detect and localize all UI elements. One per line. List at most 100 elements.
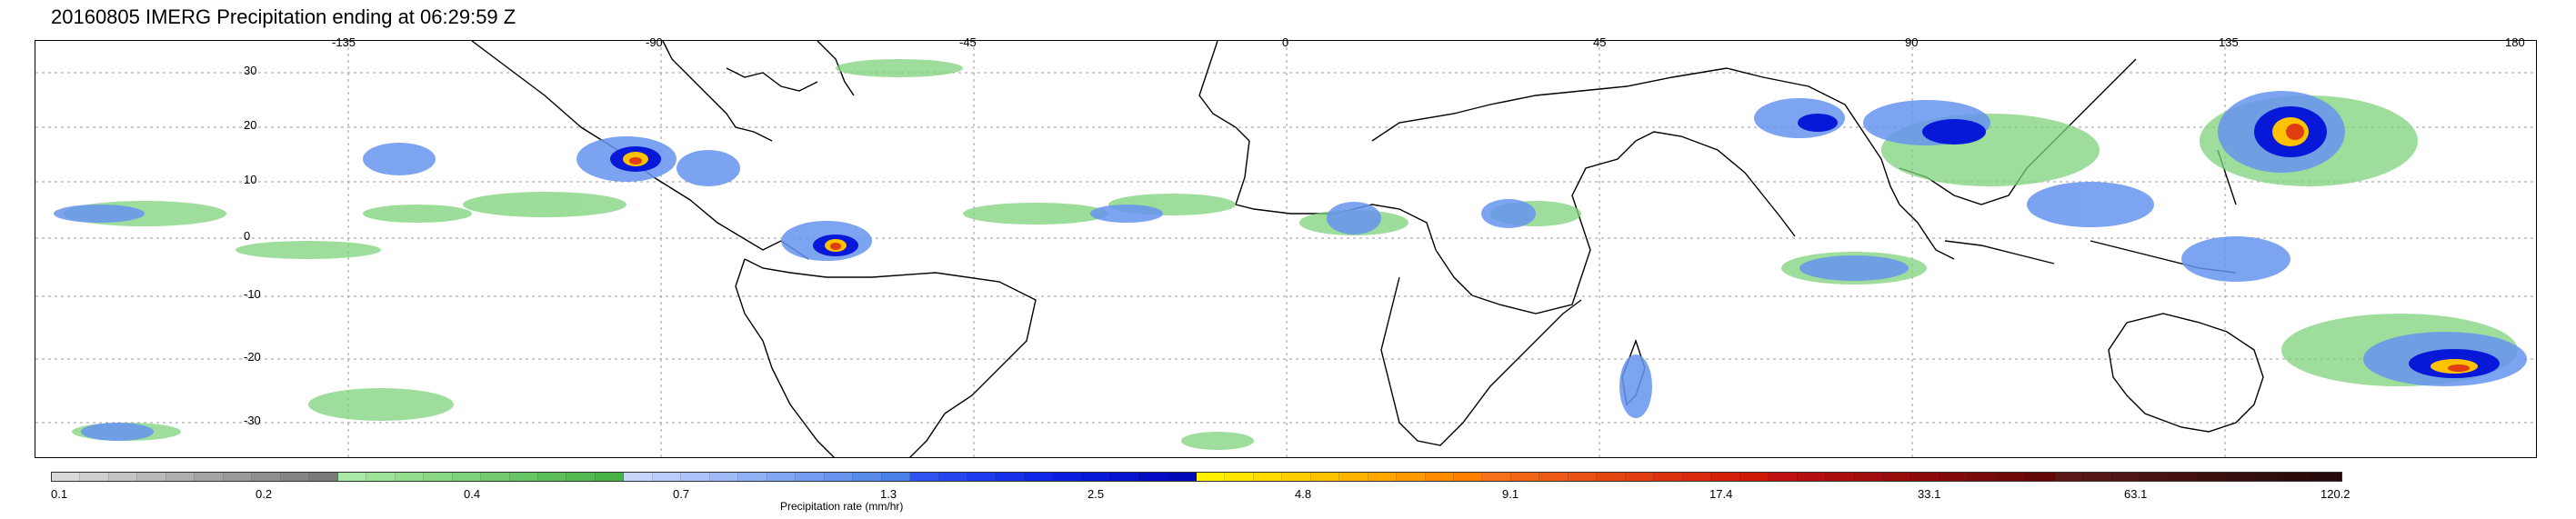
- colorbar-segment: [424, 473, 453, 481]
- lon-label: -45: [959, 35, 977, 49]
- lon-label: -135: [332, 35, 356, 49]
- colorbar-segment: [824, 473, 854, 481]
- colorbar-segment: [1911, 473, 1940, 481]
- precipitation-map: [35, 40, 2537, 458]
- colorbar-segment: [996, 473, 1025, 481]
- colorbar-segment: [681, 473, 710, 481]
- colorbar-segment: [1339, 473, 1368, 481]
- colorbar-segment: [652, 473, 682, 481]
- colorbar-segment: [1397, 473, 1426, 481]
- colorbar-tick-label: 120.2: [2320, 487, 2350, 501]
- colorbar-segment: [1253, 473, 1283, 481]
- colorbar-segment: [1310, 473, 1340, 481]
- colorbar-tick-label: 0.2: [256, 487, 273, 501]
- precipitation-colorbar: [51, 472, 2342, 482]
- colorbar-segment: [938, 473, 967, 481]
- colorbar-segment: [280, 473, 310, 481]
- colorbar-segment: [853, 473, 882, 481]
- colorbar-segment: [738, 473, 767, 481]
- colorbar-segment: [1997, 473, 2027, 481]
- colorbar-segment: [1568, 473, 1598, 481]
- colorbar-segment: [1482, 473, 1511, 481]
- colorbar-tick-label: 0.1: [51, 487, 68, 501]
- colorbar-segment: [1368, 473, 1398, 481]
- colorbar-segment: [1854, 473, 1883, 481]
- colorbar-segment: [2111, 473, 2141, 481]
- colorbar-tick-label: 17.4: [1709, 487, 1733, 501]
- colorbar-segment: [1682, 473, 1712, 481]
- colorbar-segment: [1168, 473, 1197, 481]
- colorbar-segment: [1625, 473, 1655, 481]
- colorbar-segment: [165, 473, 195, 481]
- colorbar-segment: [1539, 473, 1569, 481]
- colorbar-segment: [1225, 473, 1254, 481]
- colorbar-tick-label: 0.7: [673, 487, 690, 501]
- colorbar-segment: [537, 473, 567, 481]
- colorbar-segment: [2140, 473, 2170, 481]
- colorbar-tick-label: 63.1: [2124, 487, 2148, 501]
- lat-label: -10: [244, 287, 261, 301]
- colorbar-segment: [337, 473, 367, 481]
- colorbar-segment: [2026, 473, 2055, 481]
- colorbar-segment: [452, 473, 482, 481]
- colorbar-segment: [1797, 473, 1827, 481]
- colorbar-segment: [1940, 473, 1970, 481]
- colorbar-segment: [1081, 473, 1111, 481]
- colorbar-segment: [1453, 473, 1483, 481]
- colorbar-segment: [80, 473, 109, 481]
- colorbar-segment: [137, 473, 166, 481]
- colorbar-tick-label: 9.1: [1502, 487, 1519, 501]
- lon-label: 180: [2505, 35, 2525, 49]
- colorbar-segment: [2198, 473, 2227, 481]
- colorbar-segment: [1711, 473, 1740, 481]
- colorbar-segment: [2054, 473, 2084, 481]
- colorbar-tick-label: 1.3: [880, 487, 897, 501]
- colorbar-segment: [767, 473, 797, 481]
- lon-label: 45: [1593, 35, 1607, 49]
- colorbar-segment: [910, 473, 939, 481]
- colorbar-segment: [108, 473, 138, 481]
- precipitation-field: [54, 59, 2527, 450]
- colorbar-segment: [252, 473, 281, 481]
- colorbar-segment: [1053, 473, 1082, 481]
- lon-label: 90: [1905, 35, 1919, 49]
- colorbar-segment: [223, 473, 253, 481]
- colorbar-segment: [395, 473, 425, 481]
- colorbar-segment: [2226, 473, 2256, 481]
- lon-label: 135: [2219, 35, 2239, 49]
- colorbar-segment: [1826, 473, 1855, 481]
- colorbar-segment: [1654, 473, 1683, 481]
- colorbar-segment: [481, 473, 510, 481]
- colorbar-segment: [709, 473, 739, 481]
- lat-label: 0: [244, 229, 251, 243]
- colorbar-segment: [1597, 473, 1626, 481]
- colorbar-segment: [509, 473, 538, 481]
- colorbar-segment: [881, 473, 911, 481]
- colorbar-segment: [1883, 473, 1912, 481]
- colorbar-segment: [566, 473, 596, 481]
- lat-label: -20: [244, 350, 261, 364]
- colorbar-tick-label: 33.1: [1918, 487, 1941, 501]
- colorbar-segment: [595, 473, 625, 481]
- colorbar-segment: [2255, 473, 2284, 481]
- lat-label: -30: [244, 414, 261, 427]
- colorbar-segment: [2083, 473, 2112, 481]
- colorbar-segment: [1739, 473, 1769, 481]
- colorbar-segment: [1425, 473, 1454, 481]
- colorbar-tick-label: 2.5: [1088, 487, 1105, 501]
- colorbar-segment: [2283, 473, 2313, 481]
- lat-label: 20: [244, 118, 257, 132]
- colorbar-segment: [1282, 473, 1311, 481]
- colorbar-segment: [195, 473, 224, 481]
- colorbar-segment: [1024, 473, 1054, 481]
- map-title: 20160805 IMERG Precipitation ending at 0…: [51, 5, 516, 28]
- colorbar-title: Precipitation rate (mm/hr): [780, 500, 904, 513]
- colorbar-segment: [1969, 473, 1998, 481]
- colorbar-segment: [967, 473, 997, 481]
- colorbar-segment: [52, 473, 81, 481]
- colorbar-tick-label: 0.4: [464, 487, 481, 501]
- colorbar-segment: [2169, 473, 2199, 481]
- colorbar-segment: [366, 473, 396, 481]
- colorbar-segment: [1110, 473, 1139, 481]
- colorbar-segment: [309, 473, 338, 481]
